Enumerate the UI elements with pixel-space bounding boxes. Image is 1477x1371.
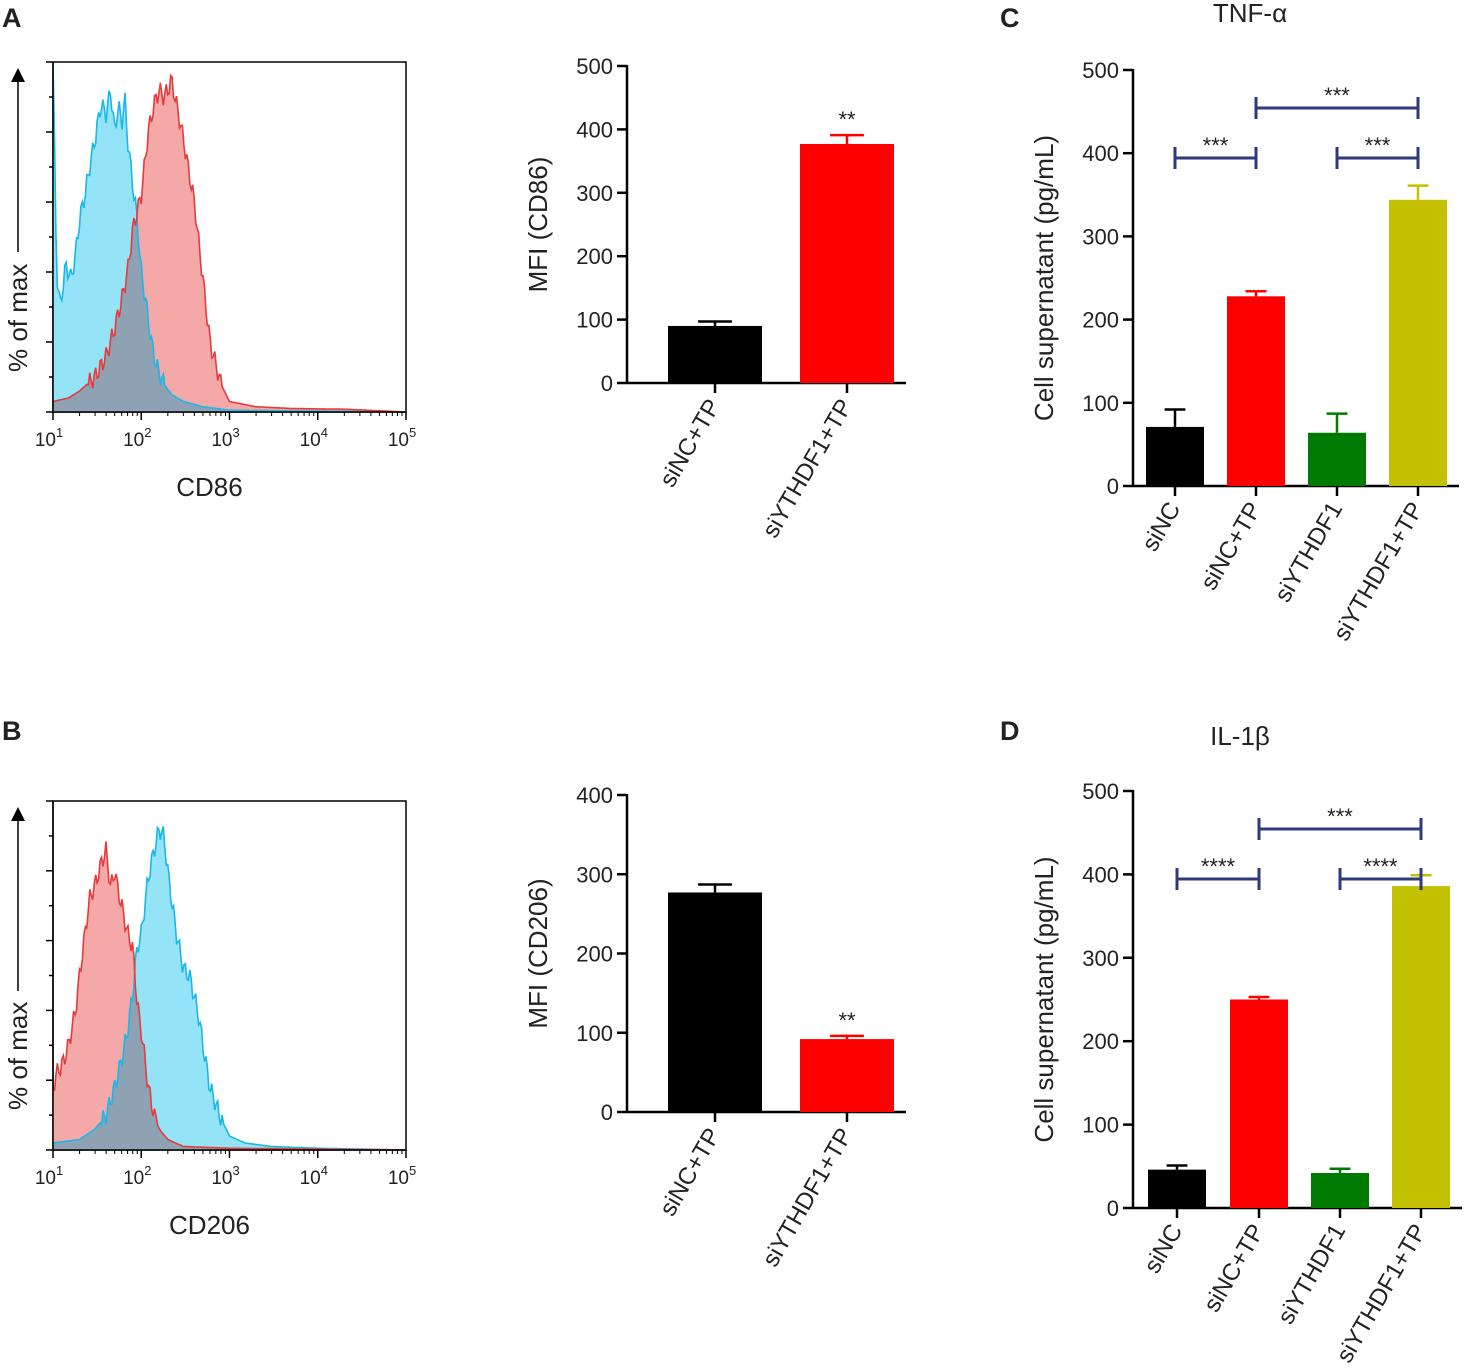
bar-siNC+TP	[668, 325, 762, 383]
y-axis-title: Cell supernatant (pg/mL)	[1029, 856, 1059, 1142]
y-tick-label: 200	[1082, 308, 1119, 333]
category-label: siYTHDF1+TP	[757, 1124, 858, 1272]
comparison-label: ***	[1324, 83, 1350, 108]
category-label: siYTHDF1	[1269, 498, 1348, 607]
y-axis-title: MFI (CD86)	[523, 157, 553, 293]
bar-siNC	[1146, 426, 1204, 486]
x-axis-title: CD86	[176, 472, 242, 502]
bar-siYTHDF1+TP	[1389, 199, 1447, 487]
category-label: siNC+TP	[1198, 1220, 1270, 1317]
category-label: siYTHDF1	[1272, 1220, 1351, 1329]
category-label: siNC+TP	[654, 1124, 726, 1221]
comparison-label: ****	[1363, 854, 1398, 879]
x-tick-label: 102	[123, 425, 151, 451]
chart-hist_cd206: 101 102 103 104 105 CD206 % of max	[3, 800, 416, 1240]
histogram-fill-siYTHDF1+TP	[53, 841, 406, 1150]
x-tick-label: 105	[388, 1163, 416, 1189]
panel-label-b: B	[2, 716, 22, 746]
histogram-line-siYTHDF1+TP	[52, 73, 407, 413]
bar-siNC+TP	[1230, 999, 1288, 1208]
bar-siNC+TP	[668, 892, 762, 1112]
y-tick-label: 100	[576, 1021, 613, 1046]
x-tick-label: 104	[300, 1163, 328, 1189]
x-tick-label: 103	[211, 425, 239, 451]
y-tick-label: 100	[1082, 1113, 1119, 1138]
significance-label: **	[838, 107, 856, 132]
y-tick-label: 0	[1107, 474, 1119, 499]
panel-label-c: C	[1000, 3, 1020, 33]
comparison-label: ***	[1365, 133, 1391, 158]
bar-siYTHDF1+TP	[800, 143, 894, 383]
comparison-label: ***	[1327, 804, 1353, 829]
histogram-overlap	[53, 987, 406, 1150]
category-label: siYTHDF1+TP	[1331, 1220, 1432, 1368]
bar-siYTHDF1+TP	[800, 1039, 894, 1112]
y-tick-label: 400	[576, 783, 613, 808]
x-tick-label: 102	[123, 1163, 151, 1189]
bar-siNC	[1148, 1169, 1206, 1208]
x-tick-label: 103	[211, 1163, 239, 1189]
y-tick-label: 400	[576, 117, 613, 142]
y-tick-label: 400	[1082, 862, 1119, 887]
chart-tnf: 0 100 200 300 400 500 Cell supernatant (pg/mL)…	[1029, 0, 1459, 646]
chart-il1b: 0 100 200 300 400 500 Cell supernatant (pg/mL)…	[1029, 721, 1462, 1368]
panel-label-a: A	[2, 3, 22, 33]
y-axis-title: % of max	[3, 264, 33, 372]
x-tick-label: 101	[35, 1163, 63, 1189]
category-label: siNC	[1137, 498, 1186, 557]
y-tick-label: 0	[1107, 1196, 1119, 1221]
chart-title: IL-1β	[1210, 721, 1270, 751]
category-label: siNC+TP	[1195, 498, 1267, 595]
y-tick-label: 0	[601, 1100, 613, 1125]
y-tick-label: 0	[601, 371, 613, 396]
y-axis-title: Cell supernatant (pg/mL)	[1029, 135, 1059, 421]
y-tick-label: 300	[576, 862, 613, 887]
bar-siYTHDF1	[1308, 432, 1366, 486]
chart-title: TNF-α	[1213, 0, 1287, 28]
charts-layer: 101 102 103 104 105 CD86 % of max 0 100 200 300 400…	[3, 0, 1462, 1368]
bar-siYTHDF1	[1311, 1172, 1369, 1208]
y-tick-label: 300	[1082, 946, 1119, 971]
category-label: siYTHDF1+TP	[1328, 498, 1429, 646]
y-tick-label: 100	[576, 308, 613, 333]
y-tick-label: 300	[1082, 224, 1119, 249]
y-axis-title: MFI (CD206)	[523, 878, 553, 1028]
y-tick-label: 500	[1082, 58, 1119, 83]
y-tick-label: 100	[1082, 391, 1119, 416]
y-tick-label: 200	[1082, 1029, 1119, 1054]
x-tick-label: 101	[35, 425, 63, 451]
x-axis-title: CD206	[169, 1210, 250, 1240]
comparison-label: ***	[1203, 133, 1229, 158]
y-tick-label: 200	[576, 244, 613, 269]
comparison-label: ****	[1201, 854, 1236, 879]
bar-siYTHDF1+TP	[1392, 886, 1450, 1208]
category-label: siNC+TP	[654, 395, 726, 492]
y-tick-label: 500	[1082, 779, 1119, 804]
x-tick-label: 105	[388, 425, 416, 451]
chart-bar_cd86: 0 100 200 300 400 500 MFI (CD86) siNC+TP siYTHDF…	[523, 54, 906, 543]
y-axis-title: % of max	[3, 1002, 33, 1110]
category-label: siNC	[1139, 1220, 1188, 1279]
y-tick-label: 200	[576, 942, 613, 967]
y-tick-label: 500	[576, 54, 613, 79]
significance-label: **	[838, 1008, 856, 1033]
chart-bar_cd206: 0 100 200 300 400 MFI (CD206) siNC+TP siYTHDF1+…	[523, 783, 906, 1272]
y-axis-arrow-head	[11, 807, 25, 821]
y-axis-arrow-head	[11, 68, 25, 82]
category-label: siYTHDF1+TP	[757, 395, 858, 543]
y-tick-label: 300	[576, 181, 613, 206]
y-tick-label: 400	[1082, 141, 1119, 166]
bar-siNC+TP	[1227, 296, 1285, 486]
chart-hist_cd86: 101 102 103 104 105 CD86 % of max	[3, 61, 416, 502]
panel-label-d: D	[1000, 716, 1020, 746]
x-tick-label: 104	[300, 425, 328, 451]
